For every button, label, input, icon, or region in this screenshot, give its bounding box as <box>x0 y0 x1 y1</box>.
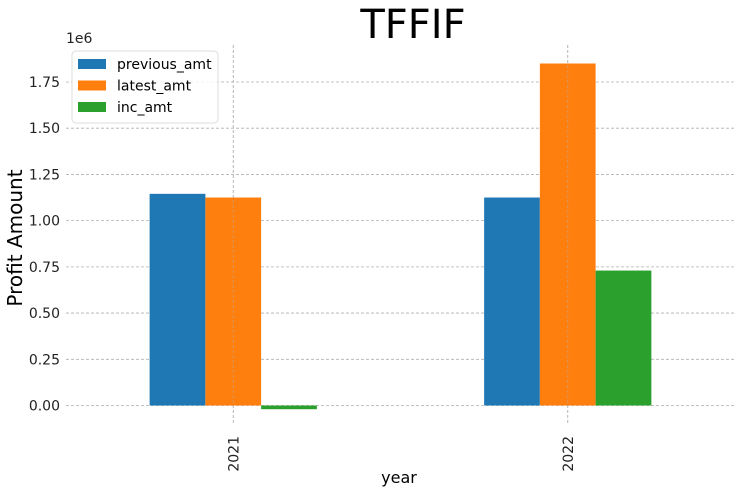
legend-label: previous_amt <box>117 57 212 73</box>
y-tick-label: 0.00 <box>29 399 60 415</box>
y-tick-label: 1.50 <box>29 121 60 137</box>
legend-swatch <box>78 59 106 69</box>
x-tick-label: 2022 <box>561 436 577 472</box>
bar-inc_amt-2021 <box>261 405 317 410</box>
legend-swatch <box>78 102 106 112</box>
x-axis-ticks: 2021 2022 <box>226 436 577 472</box>
y-tick-label: 1.25 <box>29 167 60 183</box>
y-tick-label: 0.75 <box>29 260 60 276</box>
chart-title: TFFIF <box>359 2 465 48</box>
x-tick-label: 2021 <box>226 436 242 472</box>
y-scale-label: 1e6 <box>66 31 93 47</box>
legend-swatch <box>78 80 106 91</box>
legend-box <box>71 50 219 124</box>
bar-inc_amt-2022 <box>595 270 652 406</box>
bar-previous_amt-2021 <box>149 193 206 406</box>
legend: previous_amt latest_amt inc_amt <box>71 50 219 124</box>
y-tick-label: 0.50 <box>29 306 60 322</box>
legend-label: inc_amt <box>117 100 173 116</box>
y-tick-label: 1.00 <box>29 214 60 230</box>
bar-previous_amt-2022 <box>484 197 540 406</box>
y-axis-title: Profit Amount <box>3 169 27 306</box>
bars <box>149 45 652 424</box>
legend-label: latest_amt <box>117 79 192 95</box>
y-tick-label: 1.75 <box>29 75 60 91</box>
x-axis-title: year <box>381 468 417 487</box>
y-tick-label: 0.25 <box>29 352 60 368</box>
bar-latest_amt-2022 <box>539 63 596 406</box>
y-axis-ticks: 0.00 0.25 0.50 0.75 1.00 1.25 1.50 1.75 <box>29 75 60 415</box>
